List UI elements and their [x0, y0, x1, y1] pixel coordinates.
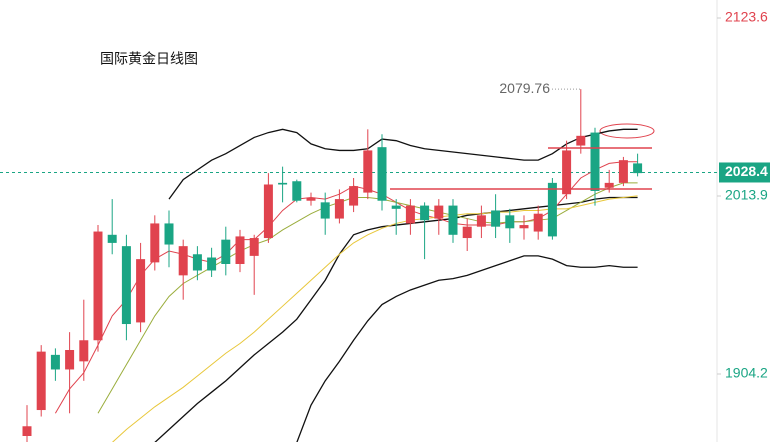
candle-body	[633, 163, 643, 174]
candle-body	[292, 181, 302, 201]
candle-body	[377, 147, 387, 201]
candle-body	[604, 182, 614, 188]
chart-title: 国际黄金日线图	[100, 51, 198, 67]
candle-body	[93, 231, 103, 341]
annotation-label: 2079.76	[499, 80, 550, 96]
candle-body	[405, 205, 415, 224]
last-price-label: 2028.4	[725, 163, 768, 179]
candle-body	[192, 254, 202, 271]
candle-body	[420, 205, 430, 221]
candle-body	[476, 215, 486, 227]
candle-body	[235, 236, 245, 264]
highlight-ellipse	[599, 123, 655, 139]
candle-body	[221, 239, 231, 264]
candle-body	[65, 349, 75, 370]
candle-body	[491, 210, 501, 227]
y-tick-label: 1904.2	[725, 365, 768, 381]
y-tick-label: 2123.6	[725, 9, 768, 25]
candle-body	[320, 202, 330, 219]
indicator-line	[168, 128, 638, 200]
candle-body	[349, 186, 359, 206]
candle-body	[207, 257, 217, 271]
candle-body	[448, 205, 458, 235]
candle-body	[36, 351, 46, 411]
candle-body	[50, 354, 60, 370]
last-price-box	[719, 162, 770, 183]
candle-body	[136, 259, 146, 323]
candle-body	[547, 182, 557, 237]
candle-body	[79, 340, 89, 362]
candle-body	[519, 225, 529, 229]
candle-body	[263, 184, 273, 239]
candle-body	[562, 150, 572, 195]
indicator-line	[111, 195, 638, 442]
candle-body	[178, 246, 188, 276]
y-tick-label: 2013.9	[725, 187, 768, 203]
candle-body	[249, 238, 259, 256]
candle-body	[121, 246, 131, 325]
candle-body	[505, 215, 515, 229]
candle-body	[278, 182, 288, 185]
candle-body	[576, 135, 586, 146]
candle-body	[150, 223, 160, 263]
candle-body	[391, 205, 401, 209]
candle-body	[306, 197, 316, 201]
candle-body	[533, 213, 543, 232]
candle-body	[462, 226, 472, 239]
candle-body	[22, 426, 32, 436]
candle-body	[434, 205, 444, 219]
candle-body	[618, 160, 628, 183]
indicator-line	[296, 255, 638, 442]
candle-body	[107, 234, 117, 243]
candle-body	[164, 223, 174, 245]
candle-body	[363, 150, 373, 193]
candle-body	[590, 132, 600, 191]
candle-body	[334, 199, 344, 219]
